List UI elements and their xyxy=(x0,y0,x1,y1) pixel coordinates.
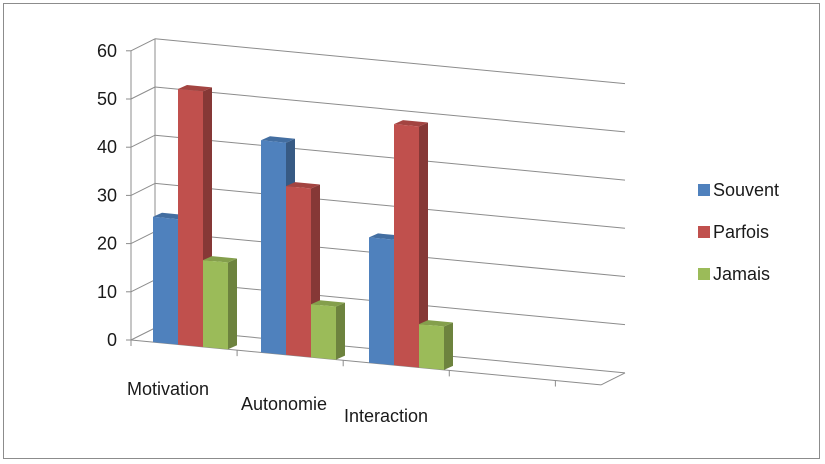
legend: Souvent Parfois Jamais xyxy=(698,180,779,306)
axis-labels: 0 10 20 30 40 50 60 Motivation Autonomie Interact… xyxy=(97,41,428,426)
side-gridline xyxy=(130,279,156,293)
legend-item-parfois: Parfois xyxy=(698,222,779,242)
legend-swatch-jamais xyxy=(698,268,710,280)
x-tick-label-interaction: Interaction xyxy=(344,406,428,426)
gridline xyxy=(154,38,626,85)
legend-item-souvent: Souvent xyxy=(698,180,779,200)
legend-label-parfois: Parfois xyxy=(713,222,770,242)
legend-label-souvent: Souvent xyxy=(713,180,780,200)
bars xyxy=(153,85,453,370)
side-gridline xyxy=(130,182,156,196)
side-gridline xyxy=(130,231,156,245)
y-tick-label: 50 xyxy=(97,89,117,109)
y-tick-label: 10 xyxy=(97,282,117,302)
side-gridline xyxy=(130,38,156,52)
gridline xyxy=(154,86,626,133)
x-tick-label-autonomie: Autonomie xyxy=(241,394,327,414)
gridline xyxy=(154,134,626,181)
bar-jamais-motivation xyxy=(203,256,237,350)
side-gridline xyxy=(130,327,156,341)
legend-swatch-parfois xyxy=(698,226,710,238)
floor-right-edge xyxy=(600,372,626,386)
legend-item-jamais: Jamais xyxy=(698,264,779,284)
y-tick-label: 60 xyxy=(97,41,117,61)
gridline xyxy=(154,182,626,229)
x-tick-label-motivation: Motivation xyxy=(127,379,209,399)
bar-jamais-autonomie xyxy=(311,300,345,360)
legend-label-jamais: Jamais xyxy=(713,264,771,284)
y-tick-label: 30 xyxy=(97,185,117,205)
side-gridline xyxy=(130,86,156,100)
y-tick-label: 40 xyxy=(97,137,117,157)
y-tick-label: 0 xyxy=(107,330,117,350)
bar-parfois-interaction xyxy=(394,120,428,368)
y-tick-label: 20 xyxy=(97,234,117,254)
legend-swatch-souvent xyxy=(698,184,710,196)
bar-jamais-interaction xyxy=(419,320,453,370)
side-gridline xyxy=(130,134,156,148)
